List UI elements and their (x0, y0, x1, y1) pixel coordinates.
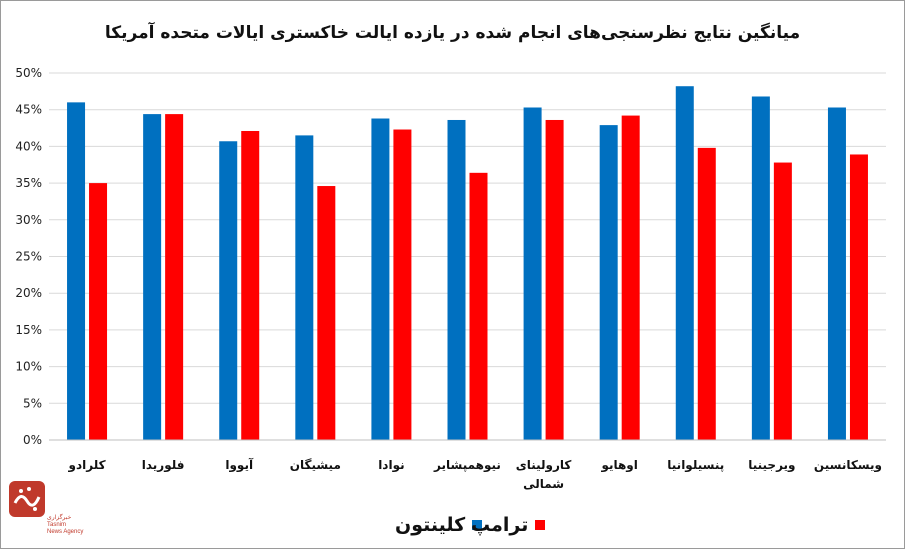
bar-clinton (599, 125, 618, 440)
legend-label: کلینتون (395, 514, 466, 536)
bar-trump (89, 183, 108, 440)
bar-trump (849, 154, 868, 440)
legend-swatch (535, 520, 546, 530)
tasnim-logo: خبرگزاری Tasnim News Agency (7, 479, 87, 543)
bar-trump (317, 186, 336, 440)
y-tick-label: 0% (23, 433, 42, 447)
tasnim-logo-mark (9, 481, 45, 517)
x-category-label: نوادا (378, 458, 404, 473)
bar-clinton (371, 118, 390, 441)
legend-item-clinton: کلینتون (395, 513, 483, 537)
x-category-label: آیووا (225, 457, 254, 473)
legend-swatch (472, 520, 483, 530)
bar-clinton (827, 107, 846, 441)
legend: کلینتون ترامپ (1, 513, 904, 537)
y-tick-label: 35% (15, 176, 42, 190)
bar-trump (621, 115, 640, 441)
bar-clinton (295, 135, 314, 440)
x-category-label: پنسیلوانیا (667, 458, 724, 473)
bar-clinton (143, 114, 162, 440)
bar-trump (469, 172, 488, 440)
y-tick-label: 50% (15, 66, 42, 80)
bar-clinton (751, 96, 770, 440)
x-category-label: میشیگان (290, 458, 341, 472)
logo-text-line: News Agency (47, 529, 84, 535)
y-tick-label: 20% (15, 286, 42, 300)
y-tick-label: 45% (15, 103, 42, 117)
legend-item-trump: ترامپ (471, 513, 546, 537)
x-category-label: ویسکانسین (814, 458, 882, 473)
y-tick-label: 30% (15, 213, 42, 227)
bar-clinton (67, 102, 86, 441)
bar-clinton (447, 119, 466, 440)
y-tick-label: 15% (15, 323, 42, 337)
chart-title: میانگین نتایج نظرسنجی‌های انجام شده در ی… (104, 23, 801, 43)
y-tick-label: 5% (23, 396, 42, 410)
x-category-label: اوهایو (600, 458, 637, 473)
y-tick-label: 40% (15, 139, 42, 153)
bar-trump (773, 162, 792, 440)
x-category-label: فلوریدا (142, 458, 185, 473)
bar-clinton (675, 86, 694, 440)
x-category-label: کارولینای (516, 458, 572, 473)
x-category-label: نیوهمپشایر (433, 458, 501, 473)
bar-clinton (523, 107, 542, 441)
logo-text-line: Tasnim (47, 522, 67, 528)
legend-label: ترامپ (471, 514, 529, 536)
bar-trump (393, 129, 412, 440)
y-tick-label: 10% (15, 360, 42, 374)
logo-text-line: خبرگزاری (47, 515, 72, 521)
bar-clinton (219, 141, 238, 440)
y-tick-label: 25% (15, 250, 42, 264)
bar-trump (545, 119, 564, 440)
x-category-label: کلرادو (68, 458, 106, 473)
bar-trump (697, 147, 716, 441)
x-category-label: شمالی (523, 477, 564, 491)
x-category-label: ویرجینیا (748, 458, 795, 473)
tasnim-logo-text: خبرگزاری Tasnim News Agency (47, 515, 87, 536)
bar-trump (165, 114, 184, 440)
bar-trump (241, 130, 260, 440)
